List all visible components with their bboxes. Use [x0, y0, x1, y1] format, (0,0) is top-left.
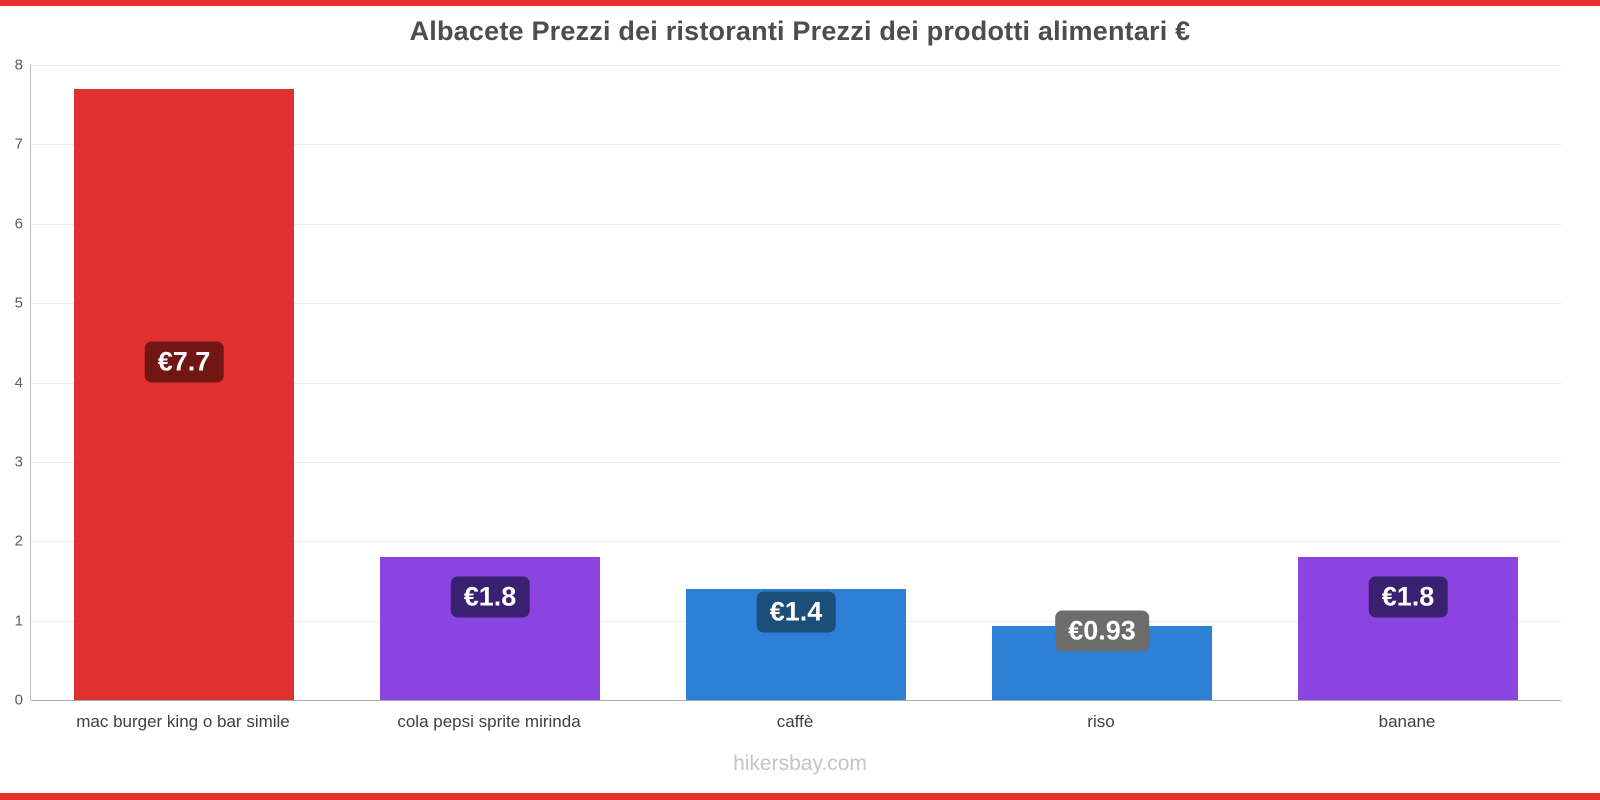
x-category-label: riso — [1087, 712, 1115, 731]
chart-title: Albacete Prezzi dei ristoranti Prezzi de… — [409, 16, 1191, 46]
x-category-label: cola pepsi sprite mirinda — [397, 712, 581, 731]
accent-strip-top — [0, 0, 1600, 6]
bar-value-badge: €1.8 — [450, 576, 530, 618]
footer-watermark: hikersbay.com — [733, 752, 867, 775]
plot-area: 0 1 2 3 4 5 6 7 8 €7.7 €1.8 €1.4 €0.93 €1.8 — [15, 57, 1561, 709]
gridline — [31, 303, 1561, 305]
x-category-label: banane — [1378, 712, 1436, 731]
gridline — [31, 700, 1561, 701]
gridline — [31, 65, 1561, 66]
bar-value-badge: €0.93 — [1055, 610, 1149, 652]
y-axis-tick-label: 1 — [14, 612, 23, 630]
y-axis-tick-label: 3 — [14, 453, 23, 471]
gridline — [31, 382, 1561, 384]
y-axis-tick-label: 5 — [14, 294, 23, 312]
y-axis-tick-label: 8 — [14, 56, 23, 74]
bar-value-badge: €1.4 — [756, 591, 836, 633]
gridline — [31, 144, 1561, 146]
y-axis-tick-label: 2 — [14, 532, 23, 550]
y-axis-tick-label: 0 — [14, 691, 23, 709]
bar-value-badge: €7.7 — [144, 341, 224, 383]
y-axis-tick-label: 4 — [14, 374, 23, 391]
y-axis-tick-label: 6 — [14, 215, 23, 233]
gridline — [31, 223, 1561, 225]
x-category-label: caffè — [776, 712, 814, 731]
x-category-label: mac burger king o bar simile — [76, 712, 290, 731]
gridline — [31, 461, 1561, 463]
y-axis-tick-label: 7 — [14, 135, 23, 153]
gridline — [31, 541, 1561, 543]
bar-value-badge: €1.8 — [1368, 576, 1448, 618]
bar — [74, 88, 294, 700]
accent-strip-bottom — [0, 793, 1600, 800]
